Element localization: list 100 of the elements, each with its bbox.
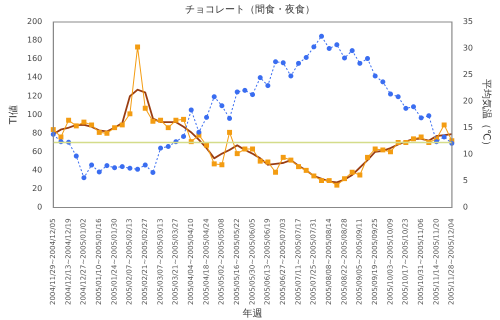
point (150, 170, 156, 175)
y-tick-label: 20 (32, 184, 42, 193)
point (142, 162, 148, 168)
point (166, 125, 171, 130)
point (74, 154, 79, 159)
point (411, 136, 416, 142)
point (442, 134, 447, 140)
point (181, 116, 186, 122)
point (219, 162, 224, 168)
point (380, 79, 386, 84)
point (326, 178, 332, 184)
point (227, 130, 232, 135)
point (112, 125, 118, 130)
point (104, 130, 110, 136)
point (127, 111, 132, 116)
y-tick-label: 160 (26, 54, 42, 64)
point (280, 154, 286, 160)
point (204, 142, 210, 148)
point (319, 34, 324, 39)
point (426, 113, 432, 118)
point (96, 130, 102, 135)
point (273, 59, 278, 64)
y-tick-label: 180 (26, 36, 42, 45)
point (188, 107, 194, 112)
point (204, 114, 210, 120)
y-tick-label: 140 (26, 72, 42, 82)
point (66, 118, 72, 123)
point (265, 160, 270, 164)
y2-tick-label: 30 (462, 44, 474, 53)
point (388, 149, 393, 154)
point (326, 46, 332, 51)
point (181, 134, 186, 139)
point (166, 144, 171, 150)
point (296, 164, 302, 170)
point (234, 151, 240, 156)
point (304, 168, 309, 173)
y2-tick-label: 0 (462, 202, 468, 212)
y-tick-label: 100 (26, 110, 42, 119)
point (403, 106, 408, 111)
point (311, 173, 316, 178)
point (334, 42, 340, 48)
point (127, 166, 132, 171)
point (58, 134, 64, 140)
point (288, 74, 294, 79)
point (418, 115, 424, 120)
point (273, 170, 278, 175)
point (89, 122, 94, 128)
point (158, 146, 164, 151)
point (311, 44, 316, 50)
y-tick-label: 0 (37, 202, 42, 212)
point (135, 44, 140, 50)
point (418, 134, 424, 140)
point (104, 163, 110, 168)
y-tick-label: 60 (32, 146, 42, 156)
point (89, 162, 94, 168)
y2-axis-title: 平均気温（℃） (480, 79, 492, 150)
point (81, 120, 86, 125)
point (365, 154, 370, 160)
y-tick-label: 120 (26, 91, 42, 100)
point (350, 48, 355, 54)
point (96, 169, 102, 174)
y2-tick-label: 35 (462, 17, 474, 26)
point (342, 176, 347, 182)
point (81, 175, 86, 180)
point (380, 147, 386, 152)
point (150, 118, 156, 124)
point (196, 130, 202, 135)
point (227, 116, 232, 121)
y-tick-label: 200 (26, 17, 42, 26)
point (265, 83, 270, 88)
point (319, 178, 324, 184)
point (372, 146, 378, 152)
point (304, 55, 309, 60)
point (234, 89, 240, 94)
point (388, 92, 394, 97)
point (212, 94, 217, 100)
y-axis-title: TI値 (8, 105, 20, 126)
chart-title: チョコレート（間食・夜食） (185, 4, 315, 16)
point (350, 170, 355, 175)
point (442, 122, 447, 128)
y2-tick-label: 15 (462, 123, 474, 132)
point (357, 172, 362, 178)
x-axis-title: 年週 (242, 308, 263, 320)
point (334, 182, 340, 188)
point (342, 56, 348, 61)
point (173, 118, 178, 123)
y2-tick-label: 10 (462, 150, 474, 159)
point (212, 161, 217, 166)
point (242, 146, 248, 152)
point (120, 164, 125, 170)
point (372, 74, 378, 79)
point (158, 118, 164, 123)
point (250, 146, 256, 152)
point (74, 123, 79, 128)
point (396, 94, 401, 100)
point (288, 158, 294, 163)
point (258, 75, 263, 80)
y2-tick-label: 20 (462, 96, 474, 106)
point (258, 158, 263, 164)
point (280, 60, 286, 66)
